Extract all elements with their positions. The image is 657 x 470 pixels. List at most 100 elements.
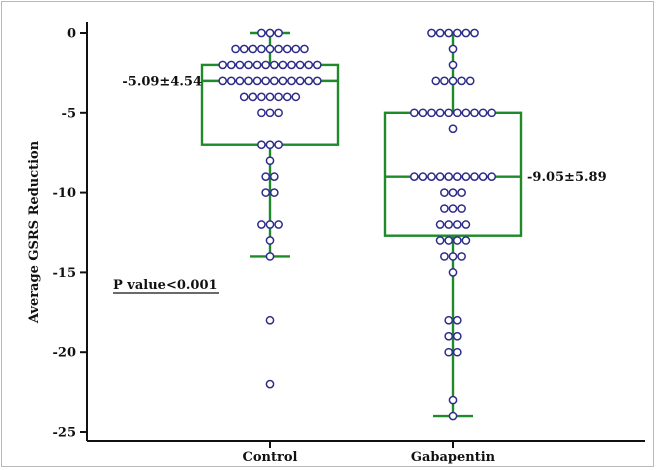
data-point: [274, 92, 283, 102]
data-point: [435, 172, 445, 181]
data-point: [312, 76, 322, 86]
data-point: [265, 108, 275, 118]
data-point: [226, 60, 236, 70]
data-point: [435, 108, 445, 118]
data-point: [448, 124, 458, 134]
data-point: [418, 108, 428, 118]
data-point: [269, 76, 279, 86]
data-point: [461, 220, 471, 229]
data-point: [457, 252, 466, 261]
data-point: [244, 76, 253, 86]
data-point: [239, 92, 249, 102]
data-point: [257, 44, 266, 54]
data-point: [448, 76, 458, 86]
data-point: [261, 60, 271, 70]
data-point: [470, 28, 479, 38]
y-tick-label: -5: [62, 106, 76, 121]
data-point: [448, 60, 458, 70]
data-point: [457, 76, 466, 86]
data-point: [440, 204, 449, 213]
data-point: [478, 172, 488, 181]
data-point: [440, 252, 449, 261]
data-point: [274, 220, 283, 229]
x-tick-label: Gabapentin: [411, 450, 496, 465]
data-point: [274, 140, 283, 150]
data-point: [448, 44, 458, 54]
data-point: [452, 28, 462, 38]
data-point: [257, 28, 266, 38]
y-tick-label: -25: [53, 426, 77, 441]
data-point: [265, 28, 275, 38]
data-point: [265, 379, 275, 389]
data-point: [218, 76, 228, 86]
data-point: [265, 220, 275, 229]
data-point: [418, 172, 428, 181]
data-point: [291, 92, 301, 102]
data-point: [235, 76, 245, 86]
y-tick-label: -20: [53, 346, 77, 361]
data-point: [226, 76, 236, 86]
data-point: [269, 188, 279, 197]
data-point: [435, 236, 445, 245]
data-point: [261, 76, 271, 86]
data-point: [435, 220, 445, 229]
data-point: [235, 60, 245, 70]
data-point: [261, 188, 271, 197]
data-point: [457, 204, 466, 213]
data-point: [287, 60, 296, 70]
control-mean-sd-label: -5.09±4.54: [122, 74, 202, 89]
data-point: [444, 28, 454, 38]
data-point: [452, 347, 462, 357]
data-point: [269, 60, 279, 70]
data-point: [304, 60, 314, 70]
data-point: [452, 236, 462, 245]
data-point: [257, 108, 266, 118]
data-point: [448, 268, 458, 277]
data-point: [487, 108, 497, 118]
data-point: [452, 331, 462, 341]
data-point: [461, 236, 471, 245]
data-point: [265, 92, 275, 102]
gabapentin-mean-sd-label: -9.05±5.89: [527, 170, 607, 185]
data-point: [265, 140, 275, 150]
data-point: [427, 108, 436, 118]
data-point: [257, 220, 266, 229]
data-point: [431, 76, 441, 86]
data-point: [444, 347, 454, 357]
data-point: [448, 204, 458, 213]
data-point: [252, 60, 262, 70]
data-point: [295, 76, 305, 86]
data-point: [239, 44, 249, 54]
p-value-label: P value<0.001: [113, 278, 218, 293]
data-point: [261, 172, 271, 181]
data-point: [409, 108, 419, 118]
data-point: [265, 315, 275, 325]
data-point: [461, 28, 471, 38]
data-point: [461, 172, 471, 181]
y-tick-label: -10: [53, 186, 77, 201]
data-point: [274, 28, 283, 38]
data-point: [448, 188, 458, 197]
data-point: [278, 76, 288, 86]
data-point: [452, 108, 462, 118]
data-point: [435, 28, 445, 38]
data-point: [248, 44, 258, 54]
data-point: [218, 60, 228, 70]
data-point: [427, 172, 436, 181]
data-point: [440, 76, 449, 86]
data-point: [282, 44, 292, 54]
data-point: [274, 108, 283, 118]
data-point: [444, 220, 454, 229]
data-point: [452, 220, 462, 229]
data-point: [440, 188, 449, 197]
data-point: [427, 28, 436, 38]
data-point: [444, 108, 454, 118]
data-point: [252, 76, 262, 86]
data-point: [452, 172, 462, 181]
data-point: [465, 76, 475, 86]
data-point: [444, 315, 454, 325]
data-point: [231, 44, 240, 54]
axes: 0 -5 -10 -15 -20 -25 Control Gabapentin: [53, 22, 645, 465]
